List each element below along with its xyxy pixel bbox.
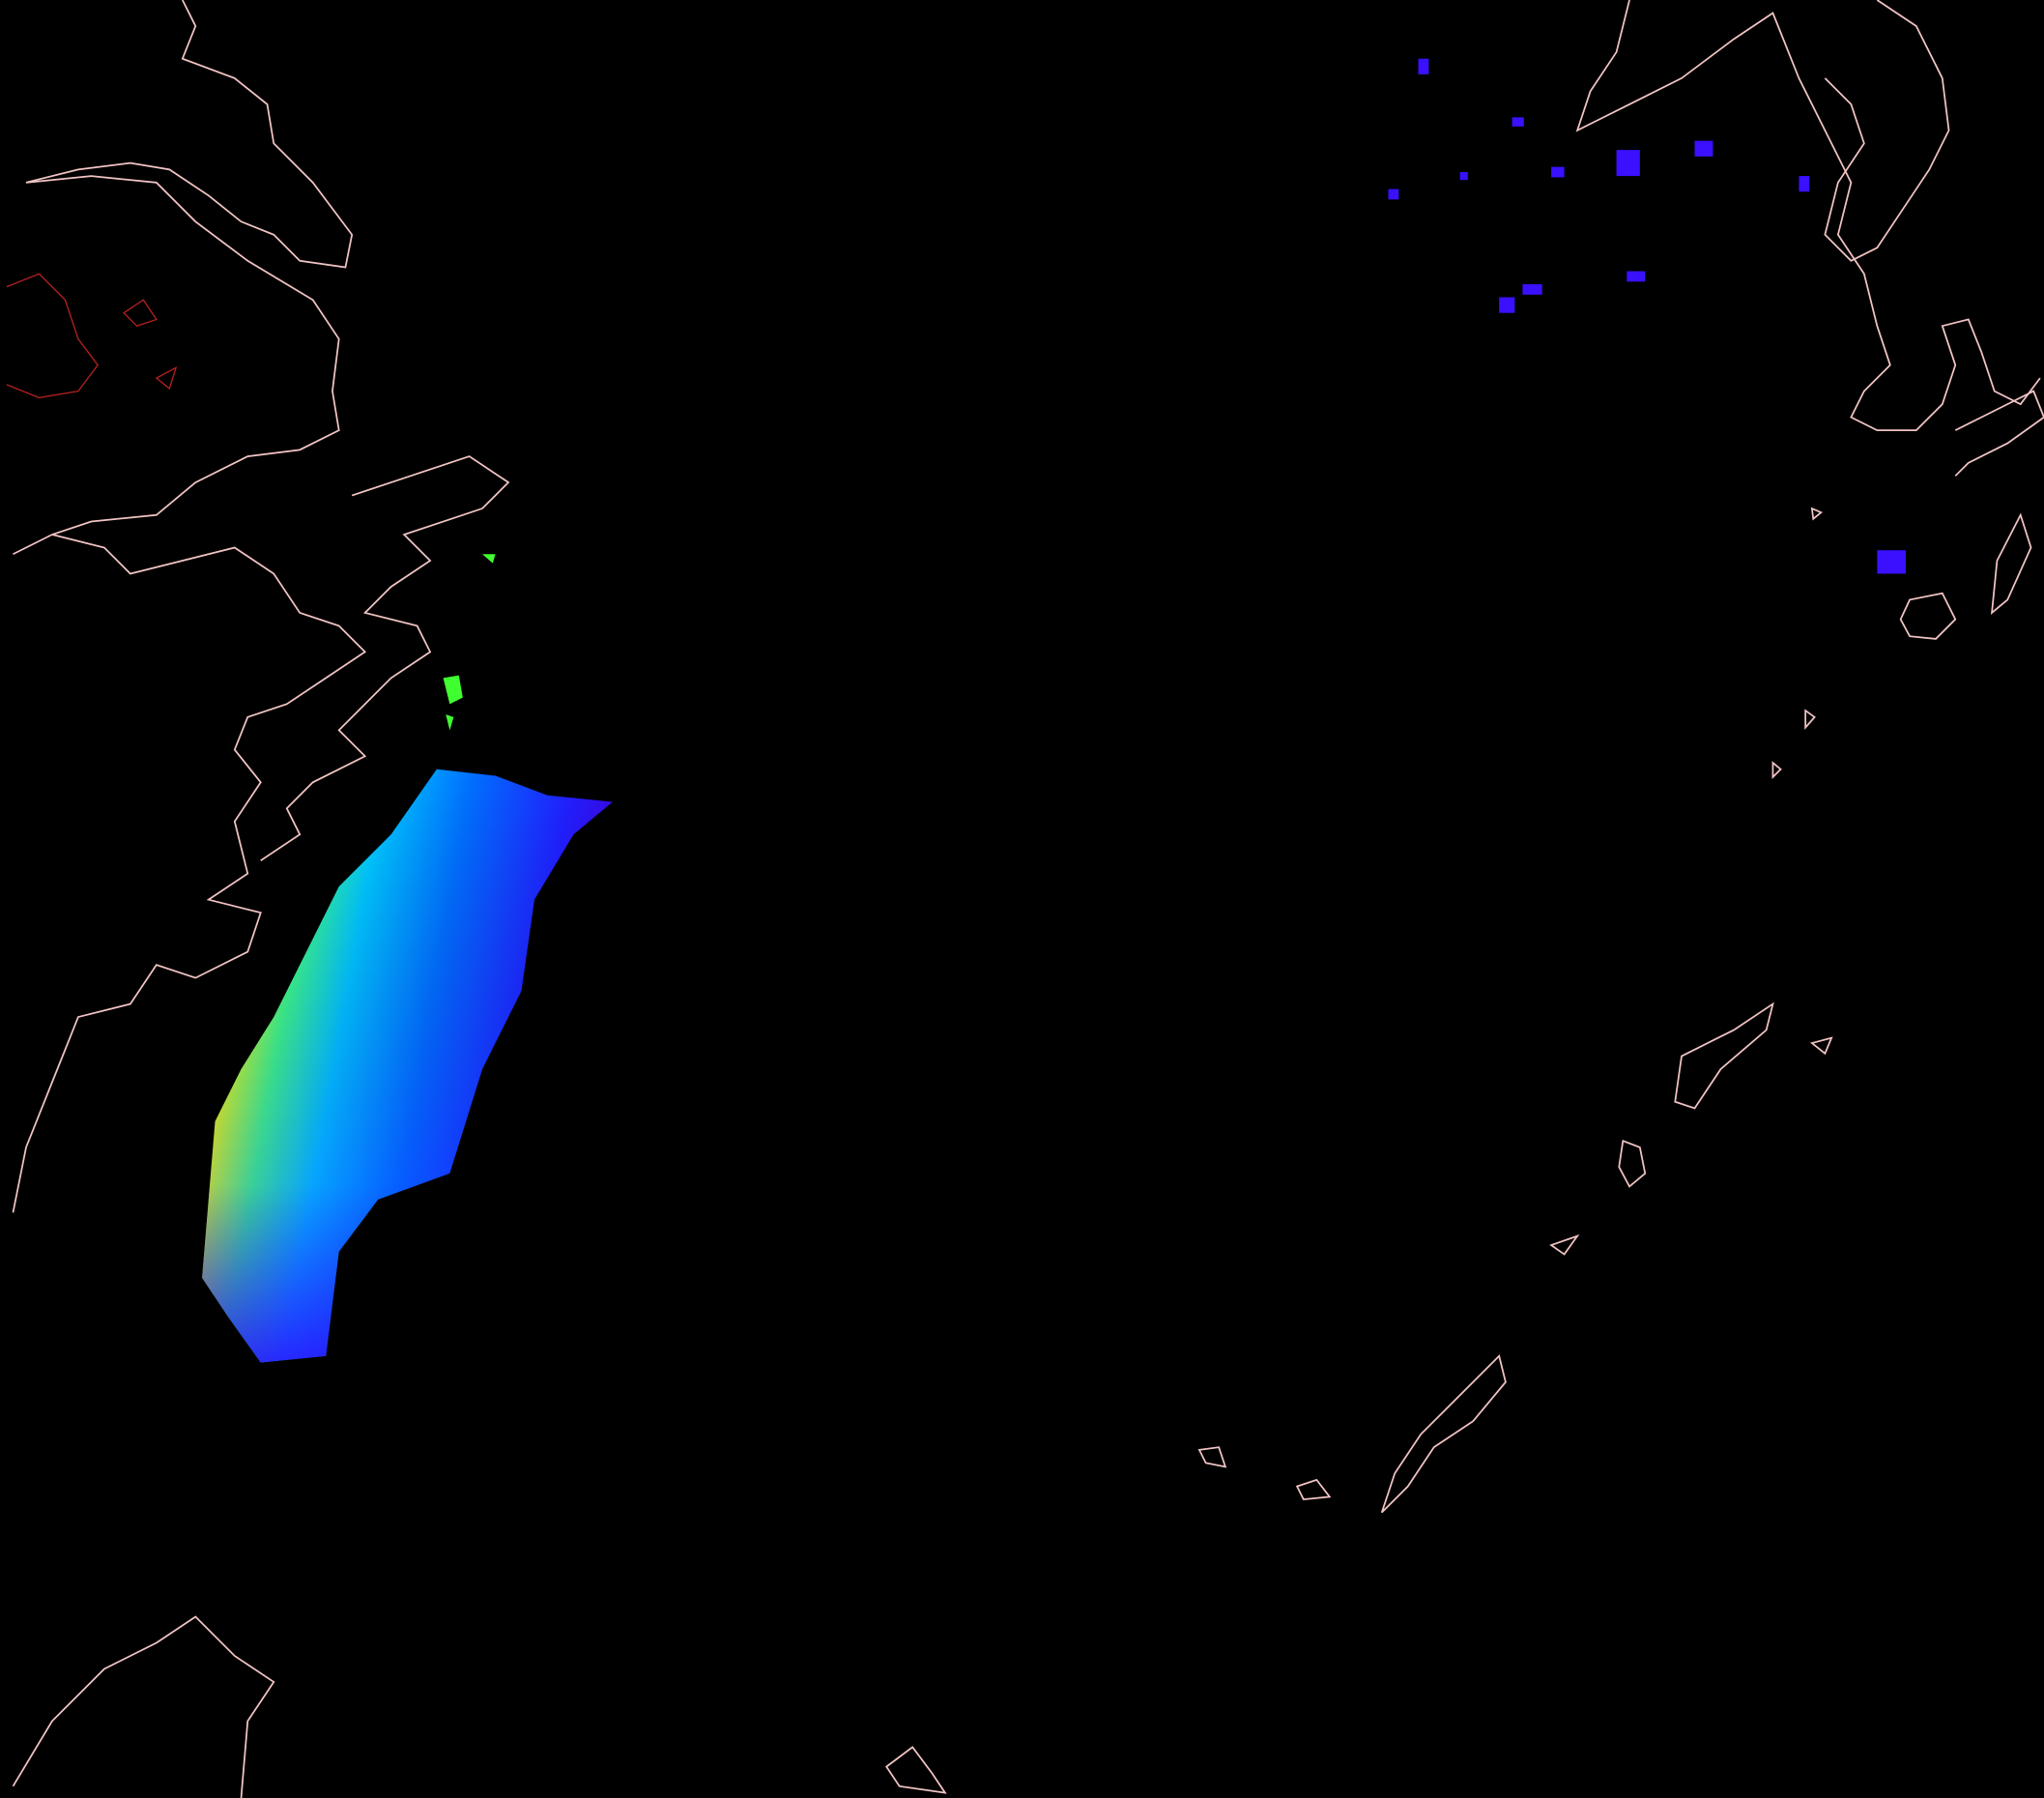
lake-small (123, 299, 178, 391)
sparse-bloom-patches (1388, 58, 1907, 574)
coastline-shikoku-island (1954, 390, 2044, 477)
coastline-mainland-north (25, 0, 354, 269)
islands-tokara (1771, 507, 1833, 1056)
island-okinawa (1380, 1354, 1507, 1514)
coastline-korea-japan (1575, 0, 2041, 431)
island-tanegashima (1990, 512, 2032, 615)
coastline-estuary (13, 175, 340, 556)
coastline-bay (12, 534, 367, 1213)
island-okinoerabu (1549, 1233, 1580, 1256)
island-tokunoshima (1618, 1139, 1647, 1188)
coastlines (12, 0, 2044, 1798)
coastline-taiwan (12, 1615, 275, 1798)
inland-lakes (6, 273, 178, 399)
islands-kerama (1197, 1446, 1332, 1501)
chlorophyll-bloom (202, 554, 613, 1363)
coastline-islands-zhoushan (260, 455, 510, 861)
lake-taihu (6, 273, 100, 399)
island-amami (1674, 1001, 1774, 1110)
bloom-offshore-shading (202, 768, 613, 1363)
islands-yaeyama (885, 1746, 947, 1794)
bloom-patch-north (443, 554, 496, 731)
coastline-kyushu (1824, 0, 1950, 262)
island-yakushima (1899, 592, 1957, 640)
